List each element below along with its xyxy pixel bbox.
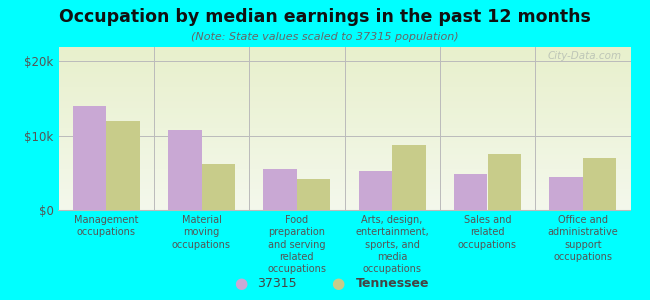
Bar [106, 121, 140, 210]
Bar [202, 164, 235, 210]
Bar [488, 154, 521, 210]
Text: Occupation by median earnings in the past 12 months: Occupation by median earnings in the pas… [59, 8, 591, 26]
Bar [583, 158, 616, 210]
Text: ●: ● [332, 276, 344, 291]
Text: ●: ● [234, 276, 247, 291]
Bar [454, 174, 488, 210]
Text: (Note: State values scaled to 37315 population): (Note: State values scaled to 37315 popu… [191, 32, 459, 41]
Bar [392, 145, 426, 210]
Bar [549, 177, 583, 210]
Bar [263, 169, 297, 210]
Text: Tennessee: Tennessee [356, 277, 430, 290]
Bar [359, 171, 392, 210]
Bar [168, 130, 202, 210]
Bar [73, 106, 106, 210]
Text: 37315: 37315 [257, 277, 296, 290]
Text: City-Data.com: City-Data.com [548, 51, 622, 62]
Bar [297, 179, 330, 210]
